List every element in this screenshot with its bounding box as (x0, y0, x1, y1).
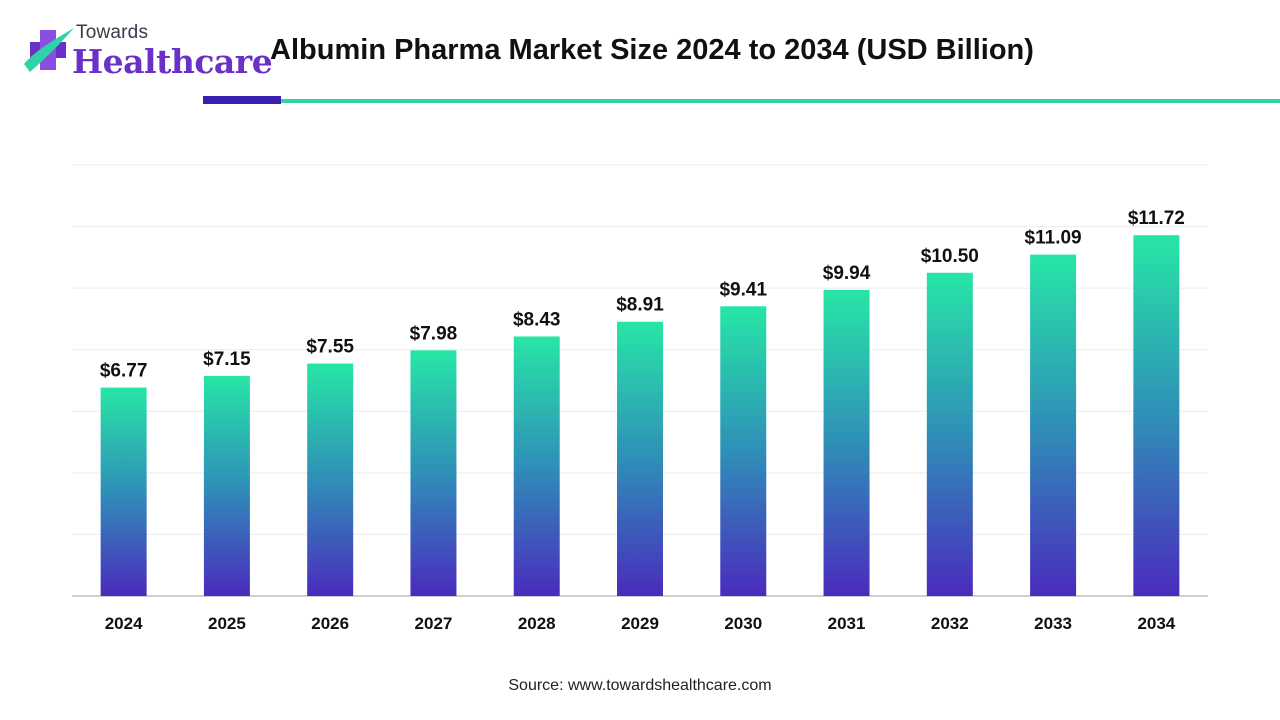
brand-line2: Healthcare (72, 42, 273, 81)
x-tick-2026: 2026 (311, 614, 349, 633)
data-label-2030: $9.41 (719, 279, 767, 300)
bar-2028 (513, 336, 560, 596)
data-label-2034: $11.72 (1128, 208, 1185, 229)
bar-2032 (926, 272, 973, 596)
title-rule (281, 99, 1280, 103)
data-label-2027: $7.98 (410, 323, 458, 344)
x-tick-2028: 2028 (518, 614, 556, 633)
bars (100, 235, 1180, 597)
x-tick-labels: 2024 2025 2026 2027 2028 2029 2030 2031 2032 2033… (105, 614, 1176, 633)
data-label-2031: $9.94 (823, 263, 871, 284)
bar-2024 (100, 387, 147, 596)
data-label-2029: $8.91 (616, 295, 664, 316)
data-labels: $6.77 $7.15 $7.55 $7.98 $8.43 $8.91 $9.41 $9.94… (100, 208, 1185, 381)
data-label-2024: $6.77 (100, 361, 148, 382)
bar-2025 (203, 375, 250, 596)
x-tick-2025: 2025 (208, 614, 246, 633)
data-label-2028: $8.43 (513, 309, 561, 330)
bar-2033 (1030, 254, 1077, 596)
brand-line1: Towards (76, 22, 149, 43)
x-tick-2033: 2033 (1034, 614, 1072, 633)
bar-2029 (617, 321, 663, 596)
x-tick-2032: 2032 (931, 614, 969, 633)
x-tick-2030: 2030 (724, 614, 762, 633)
source-note: Source: www.towardshealthcare.com (508, 677, 772, 694)
x-tick-2029: 2029 (621, 614, 659, 633)
cross-plus-icon (24, 28, 74, 72)
x-tick-2034: 2034 (1137, 614, 1175, 633)
bar-2031 (823, 289, 870, 596)
brand-logo: Towards Healthcare (20, 22, 273, 84)
data-label-2032: $10.50 (921, 246, 979, 267)
title-rule-accent (203, 96, 281, 104)
data-label-2033: $11.09 (1025, 228, 1082, 249)
x-tick-2027: 2027 (415, 614, 453, 633)
bar-2027 (410, 350, 457, 596)
chart-title: Albumin Pharma Market Size 2024 to 2034 … (270, 34, 1034, 66)
bar-2030 (720, 306, 767, 596)
data-label-2026: $7.55 (306, 337, 354, 358)
data-label-2025: $7.15 (203, 349, 251, 370)
bar-2026 (307, 363, 354, 596)
bar-2034 (1133, 235, 1180, 597)
x-tick-2024: 2024 (105, 614, 143, 633)
x-tick-2031: 2031 (828, 614, 866, 633)
